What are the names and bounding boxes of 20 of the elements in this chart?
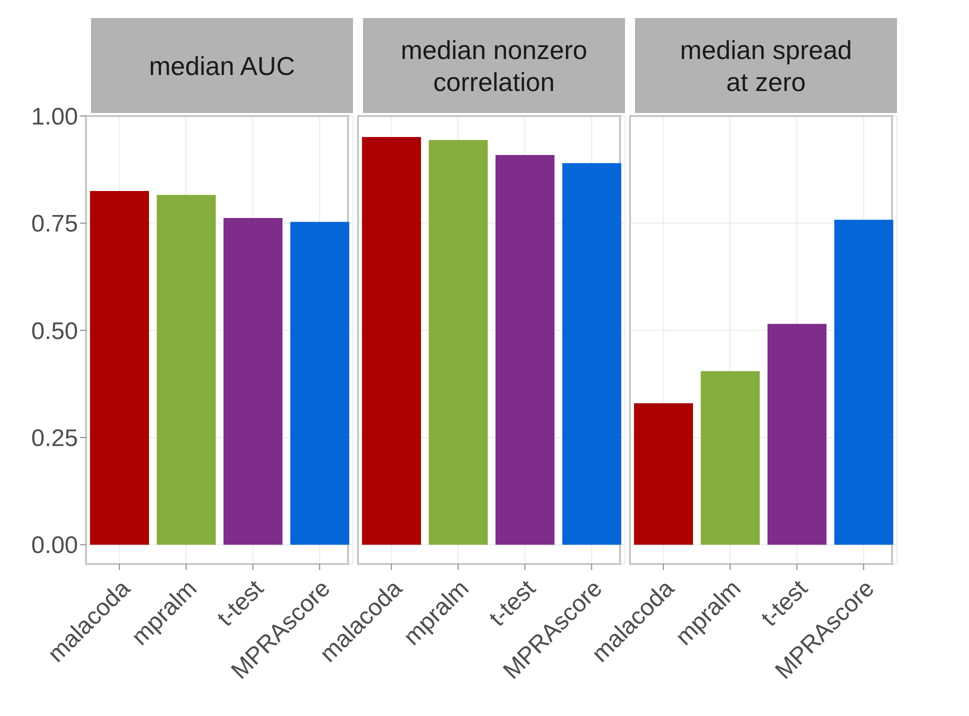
bar xyxy=(834,220,894,545)
bar xyxy=(290,222,350,545)
bar xyxy=(156,194,216,545)
bar xyxy=(428,140,488,545)
bar xyxy=(90,191,149,545)
y-tick-label: 0.25 xyxy=(31,425,78,452)
bar xyxy=(224,218,282,545)
y-tick-label: 0.75 xyxy=(31,210,78,238)
bar xyxy=(634,403,693,545)
bar xyxy=(700,371,760,545)
y-tick-label: 1.00 xyxy=(31,104,78,131)
y-tick-label: 0.00 xyxy=(31,532,78,560)
chart-title: median AUC xyxy=(91,18,353,113)
bar xyxy=(496,155,554,545)
y-tick-label: 0.50 xyxy=(31,318,78,345)
bar xyxy=(768,324,826,545)
bar xyxy=(362,137,421,545)
chart-title: median nonzero correlation xyxy=(363,18,625,113)
bar xyxy=(562,163,622,545)
chart-title: median spread at zero xyxy=(635,18,897,113)
